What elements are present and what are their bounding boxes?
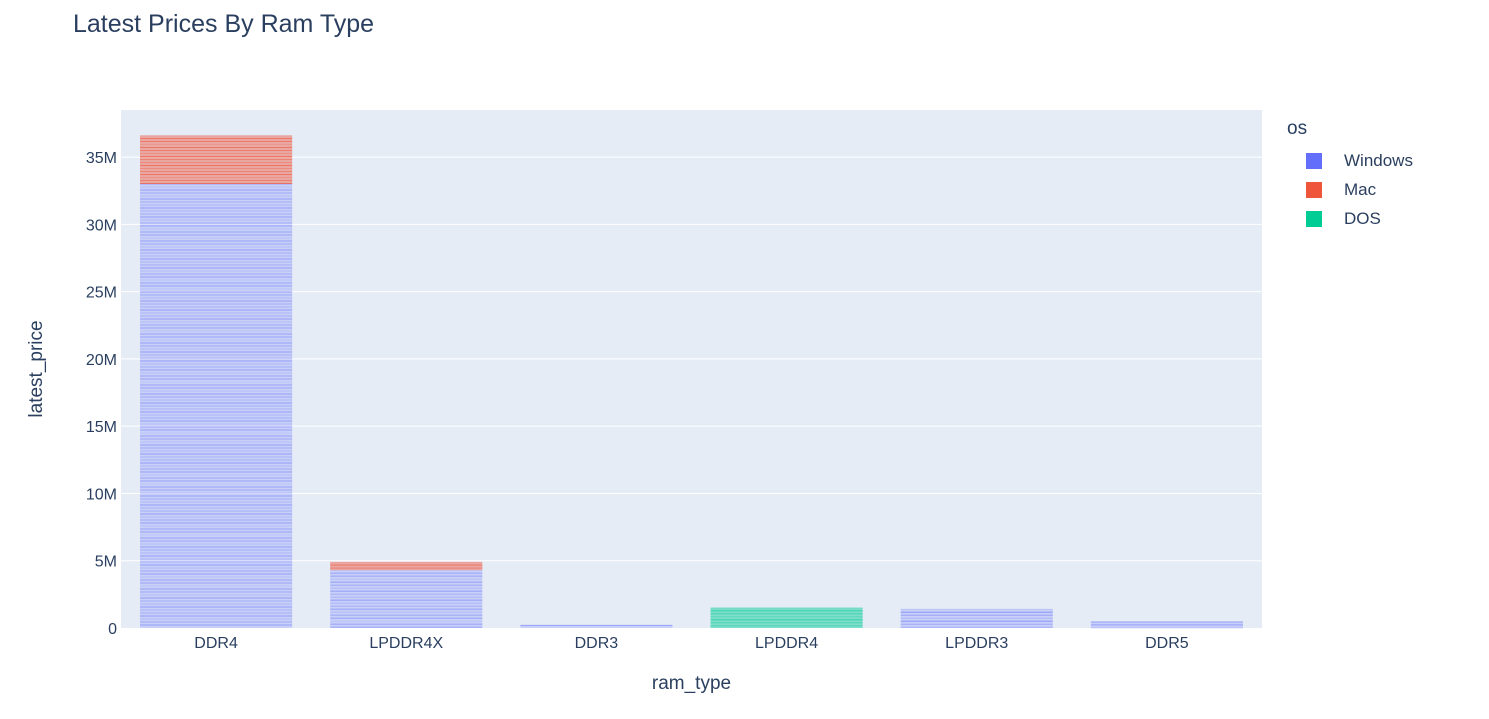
legend-swatch bbox=[1306, 181, 1322, 198]
legend-label: Mac bbox=[1344, 179, 1377, 199]
y-axis-title: latest_price bbox=[26, 320, 47, 417]
legend-item-windows[interactable]: Windows bbox=[1287, 146, 1413, 175]
bar-fill bbox=[710, 607, 863, 628]
x-tick-label: LPDDR3 bbox=[945, 635, 1008, 652]
bar-segment[interactable] bbox=[900, 608, 1053, 628]
bar-segment[interactable] bbox=[330, 569, 483, 628]
bar-segment[interactable] bbox=[1090, 621, 1243, 629]
bar-segment[interactable] bbox=[710, 607, 863, 628]
y-tick-label: 20M bbox=[86, 352, 117, 369]
x-axis-title: ram_type bbox=[652, 673, 731, 694]
x-tick-label: DDR3 bbox=[575, 635, 619, 652]
x-tick-label: LPDDR4X bbox=[369, 635, 443, 652]
legend-swatch bbox=[1306, 152, 1322, 169]
bar-segment[interactable] bbox=[140, 135, 293, 184]
bar-fill bbox=[900, 609, 1053, 628]
y-tick-label: 5M bbox=[95, 554, 117, 571]
legend: os Windows Mac DOS bbox=[1287, 118, 1413, 233]
chart-title: Latest Prices By Ram Type bbox=[73, 10, 375, 38]
legend-label: Windows bbox=[1344, 150, 1413, 170]
y-tick-label: 35M bbox=[86, 150, 117, 167]
legend-items: Windows Mac DOS bbox=[1287, 146, 1413, 233]
y-tick-label: 15M bbox=[86, 419, 117, 436]
bar-fill bbox=[140, 184, 293, 628]
bar-fill bbox=[140, 135, 293, 184]
legend-title: os bbox=[1287, 118, 1308, 139]
legend-swatch bbox=[1306, 210, 1322, 227]
x-tick-label: DDR4 bbox=[194, 635, 238, 652]
y-tick-label: 30M bbox=[86, 217, 117, 234]
legend-label: DOS bbox=[1344, 208, 1381, 228]
bar-segment[interactable] bbox=[140, 183, 293, 628]
x-tick-label: LPDDR4 bbox=[755, 635, 818, 652]
y-tick-label: 25M bbox=[86, 285, 117, 302]
plot-background bbox=[121, 110, 1262, 628]
x-tick-label: DDR5 bbox=[1145, 635, 1189, 652]
y-tick-label: 10M bbox=[86, 486, 117, 503]
bar-segment[interactable] bbox=[520, 624, 673, 628]
y-tick-label: 0 bbox=[108, 621, 117, 638]
bar-fill bbox=[520, 625, 673, 628]
bar-segment[interactable] bbox=[330, 561, 483, 571]
legend-item-mac[interactable]: Mac bbox=[1287, 175, 1413, 204]
bar-fill bbox=[330, 562, 483, 571]
legend-item-dos[interactable]: DOS bbox=[1287, 204, 1413, 233]
